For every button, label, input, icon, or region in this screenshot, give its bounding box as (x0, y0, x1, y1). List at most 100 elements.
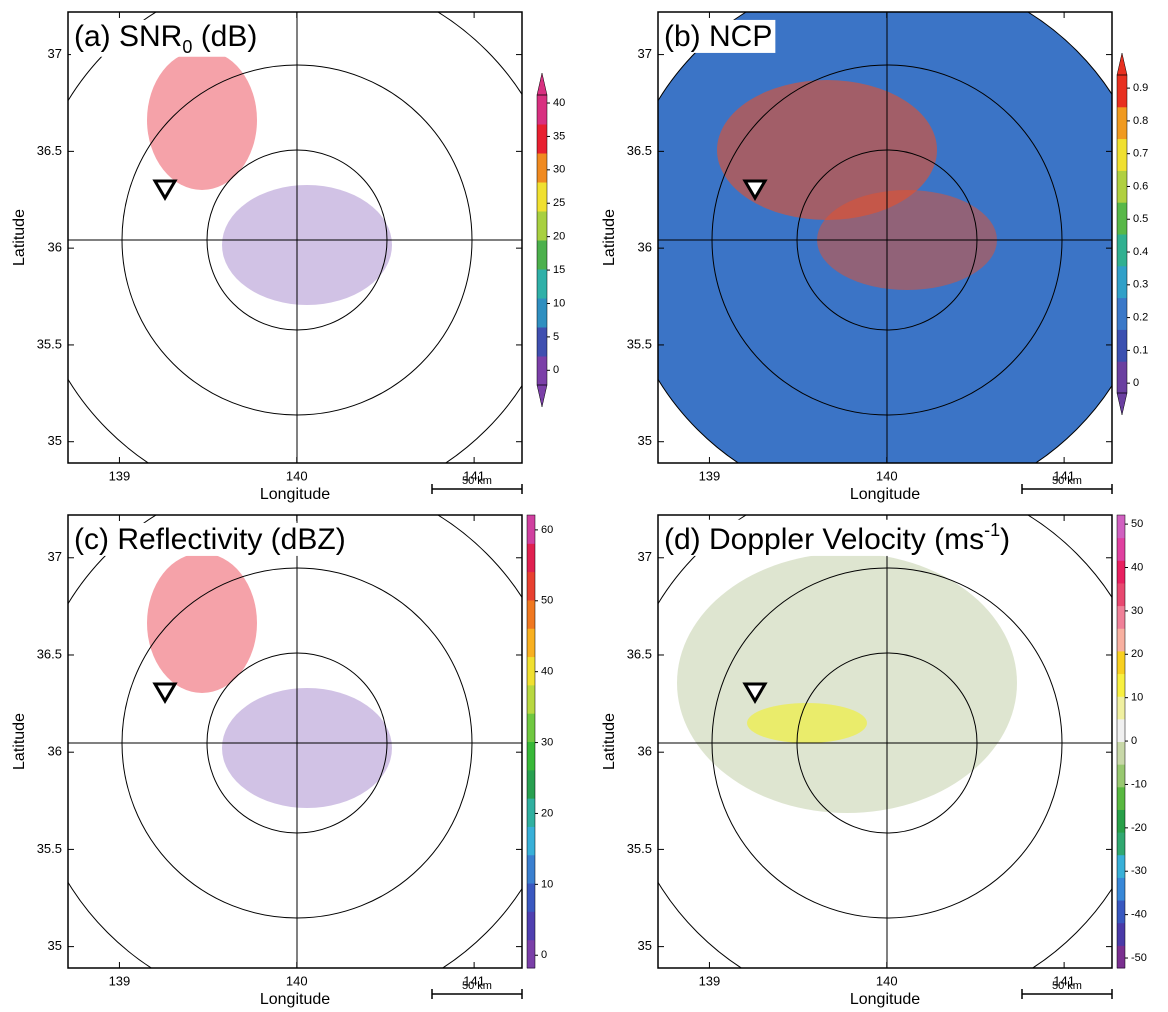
colorbar-tick-label: 0.8 (1133, 115, 1148, 127)
colorbar-segment (1117, 787, 1125, 810)
panel-title: (a) SNR0 (dB) (74, 20, 257, 57)
y-tick-label: 36.5 (627, 646, 652, 661)
colorbar-tick-label: 50 (541, 595, 553, 607)
colorbar-segment (1117, 719, 1125, 742)
colorbar-segment (1117, 742, 1125, 765)
colorbar-segment (1117, 560, 1125, 583)
colorbar-tick-label: 0 (1131, 735, 1137, 747)
y-axis-label: Latitude (11, 209, 28, 266)
colorbar-segment (527, 742, 535, 771)
colorbar-segment (1117, 832, 1125, 855)
colorbar-extend (537, 385, 547, 407)
radar-site (155, 181, 175, 198)
y-axis-label: Latitude (11, 713, 28, 770)
colorbar-segment (527, 515, 535, 544)
colorbar-tick-label: 40 (553, 97, 565, 109)
x-tick-label: 139 (699, 973, 721, 988)
colorbar-segment (527, 657, 535, 686)
y-tick-label: 36.5 (37, 143, 62, 158)
echo-area (222, 688, 392, 808)
y-tick-label: 36 (638, 744, 652, 759)
scale-label: 50 km (1052, 980, 1082, 992)
x-axis-label: Longitude (260, 991, 330, 1008)
y-tick-label: 35.5 (37, 841, 62, 856)
y-tick-label: 36.5 (37, 646, 62, 661)
panel-title: (c) Reflectivity (dBZ) (74, 523, 346, 556)
colorbar-tick-label: 30 (553, 164, 565, 176)
echo-area (147, 50, 257, 190)
y-tick-label: 35 (638, 938, 652, 953)
colorbar-segment (1117, 202, 1127, 234)
y-tick-label: 37 (48, 46, 62, 61)
colorbar-segment (527, 628, 535, 657)
colorbar-segment (537, 327, 547, 357)
colorbar-tick-label: 20 (1131, 648, 1143, 660)
colorbar-segment (527, 855, 535, 884)
colorbar-segment (537, 240, 547, 270)
x-axis-label: Longitude (850, 486, 920, 503)
title-part: (d) Doppler Velocity (ms (664, 523, 984, 556)
colorbar-extend (1117, 53, 1127, 75)
colorbar-segment (527, 911, 535, 940)
colorbar-segment (527, 600, 535, 629)
colorbar-tick-label: 25 (553, 197, 565, 209)
y-tick-label: 36 (48, 744, 62, 759)
x-tick-label: 140 (286, 468, 308, 483)
title-part: (c) Reflectivity (dBZ) (74, 523, 346, 556)
colorbar-segment (1117, 170, 1127, 202)
colorbar-tick-label: 0 (541, 949, 547, 961)
colorbar-tick-label: 0.5 (1133, 213, 1148, 225)
colorbar-segment (537, 124, 547, 154)
colorbar-segment (537, 95, 547, 125)
colorbar-segment (1117, 538, 1125, 561)
colorbar-segment (537, 269, 547, 299)
y-tick-label: 35 (48, 938, 62, 953)
y-tick-label: 36 (48, 240, 62, 255)
colorbar-tick-label: 0 (1133, 377, 1139, 389)
title-part: (a) SNR (74, 20, 182, 53)
colorbar-segment (1117, 75, 1127, 107)
echo-area (147, 553, 257, 693)
colorbar-segment (527, 685, 535, 714)
colorbar-tick-label: 0.3 (1133, 279, 1148, 291)
colorbar-segment (1117, 606, 1125, 629)
colorbar-segment (1117, 107, 1127, 139)
y-axis-label: Latitude (601, 209, 618, 266)
colorbar-segment (1117, 329, 1127, 361)
colorbar-tick-label: 0.2 (1133, 312, 1148, 324)
colorbar-tick-label: 35 (553, 130, 565, 142)
title-part: (b) NCP (664, 20, 772, 53)
panel-title: (b) NCP (664, 20, 772, 53)
colorbar-segment (1117, 900, 1125, 923)
colorbar-tick-label: 5 (553, 331, 559, 343)
colorbar-tick-label: 10 (553, 297, 565, 309)
x-tick-label: 140 (876, 973, 898, 988)
colorbar-tick-label: 10 (541, 878, 553, 890)
y-tick-label: 35.5 (37, 336, 62, 351)
colorbar-segment (527, 826, 535, 855)
colorbar-segment (1117, 674, 1125, 697)
colorbar-tick-label: 0.9 (1133, 82, 1148, 94)
colorbar-tick-label: 15 (553, 264, 565, 276)
x-tick-label: 140 (876, 468, 898, 483)
scale-label: 50 km (1052, 475, 1082, 487)
y-tick-label: 37 (638, 46, 652, 61)
colorbar-tick-label: 30 (541, 736, 553, 748)
echo-area (677, 553, 1017, 813)
scale-label: 50 km (462, 980, 492, 992)
colorbar-segment (1117, 361, 1127, 393)
colorbar-tick-label: -50 (1131, 952, 1147, 964)
colorbar-segment (1117, 877, 1125, 900)
title-part: 0 (182, 37, 192, 57)
colorbar-segment (527, 543, 535, 572)
colorbar-tick-label: -10 (1131, 778, 1147, 790)
colorbar-segment (1117, 266, 1127, 298)
x-tick-label: 139 (109, 973, 131, 988)
colorbar-segment (1117, 583, 1125, 606)
colorbar-tick-label: 0.6 (1133, 180, 1148, 192)
colorbar-segment (537, 211, 547, 241)
colorbar-segment (527, 798, 535, 827)
colorbar-tick-label: 40 (541, 666, 553, 678)
colorbar-extend (1117, 393, 1127, 415)
colorbar-tick-label: 50 (1131, 518, 1143, 530)
